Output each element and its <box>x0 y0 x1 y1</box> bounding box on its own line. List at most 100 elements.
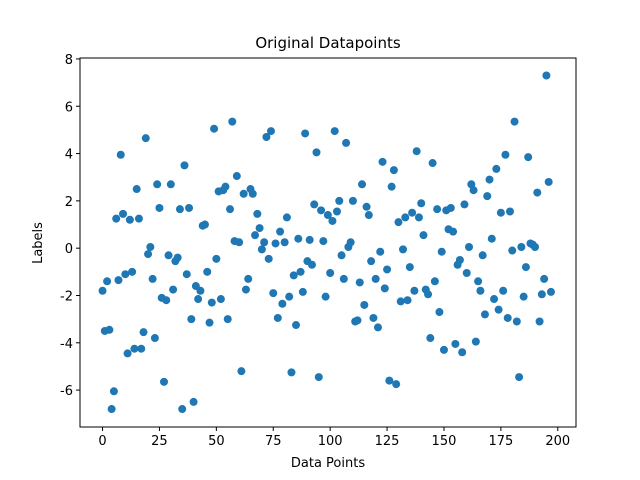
point <box>223 315 232 324</box>
point <box>305 235 314 244</box>
point <box>471 337 480 346</box>
point <box>271 239 280 248</box>
x-tick-label: 75 <box>265 434 282 449</box>
point <box>130 344 139 353</box>
point <box>182 270 191 279</box>
y-tick-label: -2 <box>60 289 73 304</box>
y-tick-label: -4 <box>60 337 73 352</box>
point <box>392 380 401 389</box>
point <box>414 213 423 222</box>
point <box>144 250 153 259</box>
point <box>449 227 458 236</box>
point <box>255 224 264 233</box>
x-tick-label: 25 <box>151 434 168 449</box>
point <box>180 161 189 170</box>
point <box>330 127 339 136</box>
point <box>282 213 291 222</box>
x-tick-label: 0 <box>98 434 106 449</box>
point <box>396 297 405 306</box>
point <box>401 213 410 222</box>
point <box>378 157 387 166</box>
y-tick-label: 2 <box>65 195 73 210</box>
point <box>369 313 378 322</box>
point <box>139 328 148 337</box>
point <box>317 206 326 215</box>
point <box>346 238 355 247</box>
point <box>260 238 269 247</box>
point <box>280 238 289 247</box>
x-tick-label: 50 <box>208 434 225 449</box>
point <box>248 189 257 198</box>
point <box>148 274 157 283</box>
point <box>141 134 150 143</box>
point <box>326 269 335 278</box>
point <box>153 180 162 189</box>
point <box>465 242 474 251</box>
point <box>244 274 253 283</box>
y-axis-label: Labels <box>31 222 46 264</box>
point <box>328 216 337 225</box>
point <box>235 238 244 247</box>
point <box>155 203 164 212</box>
point <box>503 313 512 322</box>
point <box>408 208 417 217</box>
point <box>544 177 553 186</box>
point <box>435 308 444 317</box>
point <box>505 207 514 216</box>
point <box>540 274 549 283</box>
point <box>478 251 487 260</box>
point <box>98 286 107 295</box>
point <box>287 368 296 377</box>
point <box>266 127 275 136</box>
point <box>216 295 225 304</box>
point <box>228 117 237 126</box>
point <box>116 150 125 159</box>
point <box>387 182 396 191</box>
point <box>253 209 262 218</box>
point <box>210 124 219 133</box>
point <box>159 377 168 386</box>
point <box>257 245 266 254</box>
point <box>462 269 471 278</box>
point <box>276 227 285 236</box>
point <box>264 254 273 263</box>
point <box>437 247 446 256</box>
point <box>389 166 398 175</box>
point <box>237 367 246 376</box>
point <box>383 265 392 274</box>
point <box>519 292 528 301</box>
point <box>469 186 478 195</box>
point <box>175 205 184 214</box>
point <box>474 277 483 286</box>
point <box>410 286 419 295</box>
y-tick-label: 6 <box>65 100 73 115</box>
point <box>510 117 519 126</box>
point <box>417 199 426 208</box>
point <box>187 315 196 324</box>
point <box>419 231 428 240</box>
point <box>137 344 146 353</box>
plot-frame <box>79 57 577 428</box>
point <box>103 277 112 286</box>
point <box>125 215 134 224</box>
point <box>537 290 546 299</box>
point <box>323 211 332 220</box>
point <box>121 270 130 279</box>
point <box>405 263 414 272</box>
point <box>239 189 248 198</box>
point <box>150 334 159 343</box>
point <box>232 172 241 181</box>
point <box>339 274 348 283</box>
point <box>531 242 540 251</box>
point <box>207 298 216 307</box>
point <box>189 397 198 406</box>
point <box>485 175 494 184</box>
point <box>119 209 128 218</box>
point <box>399 245 408 254</box>
point <box>134 214 143 223</box>
y-tick-label: 4 <box>65 148 73 163</box>
point <box>517 242 526 251</box>
point <box>476 286 485 295</box>
point <box>355 278 364 287</box>
